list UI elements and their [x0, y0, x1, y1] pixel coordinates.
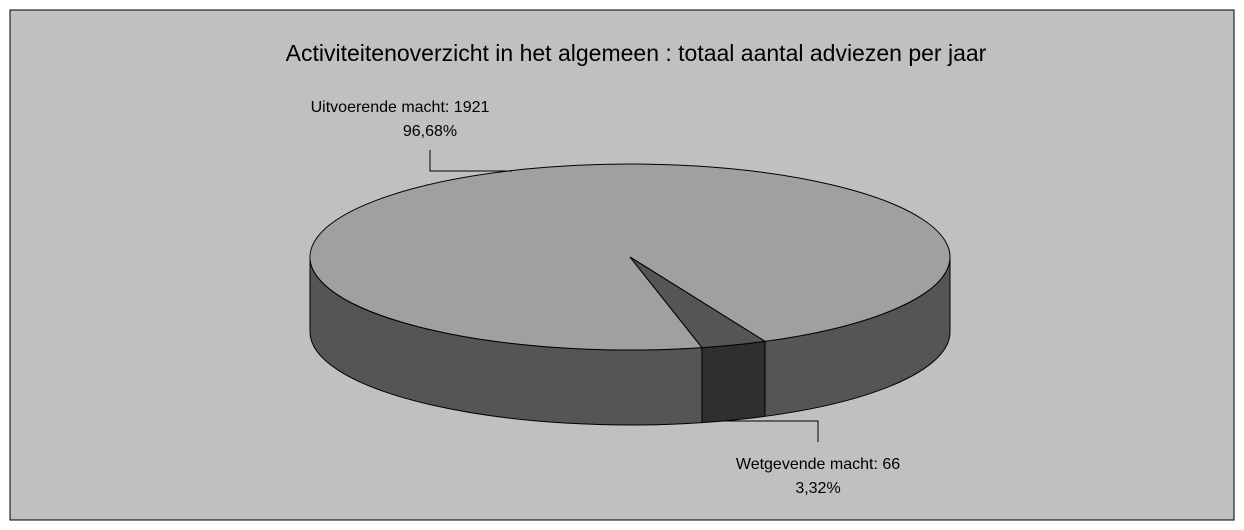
pie: Uitvoerende macht: 1921 96,68% Wetgevende … — [309, 99, 951, 497]
percentage-label: 96,68% — [403, 123, 457, 140]
data-label: Uitvoerende macht: 1921 — [311, 99, 490, 116]
pie-side — [701, 340, 766, 424]
percentage-label: 3,32% — [795, 480, 840, 497]
data-label: Wetgevende macht: 66 — [736, 456, 900, 473]
pie-slice — [629, 256, 767, 349]
leader-line — [429, 150, 512, 172]
chart-title: Activiteitenoverzicht in het algemeen : … — [286, 40, 987, 66]
leader-line — [720, 420, 819, 442]
